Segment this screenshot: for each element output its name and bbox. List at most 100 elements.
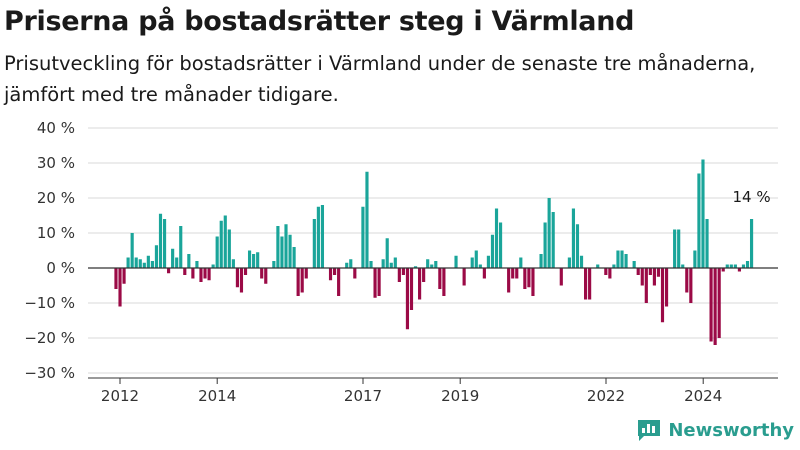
newsworthy-logo-icon bbox=[638, 420, 661, 441]
x-tick-label: 2019 bbox=[441, 387, 479, 405]
bar bbox=[596, 264, 600, 268]
bar bbox=[389, 262, 393, 268]
bar bbox=[316, 206, 320, 268]
bar bbox=[612, 264, 616, 268]
bar bbox=[280, 236, 284, 268]
bar bbox=[118, 268, 122, 307]
bar bbox=[260, 268, 264, 279]
bar bbox=[401, 268, 405, 275]
bar bbox=[369, 261, 373, 268]
y-tick-label: 20 % bbox=[37, 189, 75, 207]
bar bbox=[430, 264, 434, 268]
bar bbox=[575, 224, 580, 268]
bar bbox=[158, 213, 163, 268]
bar bbox=[701, 159, 705, 268]
bar bbox=[381, 259, 385, 268]
bar bbox=[409, 268, 414, 310]
bar bbox=[385, 238, 389, 268]
bar bbox=[624, 254, 628, 268]
y-tick-label: 40 % bbox=[37, 119, 75, 137]
bar bbox=[438, 268, 442, 289]
bar bbox=[150, 261, 154, 268]
bar bbox=[134, 257, 138, 268]
bar bbox=[256, 252, 260, 268]
x-tick-label: 2014 bbox=[198, 387, 236, 405]
bar bbox=[377, 268, 381, 296]
bar bbox=[296, 268, 300, 296]
bar bbox=[191, 268, 195, 279]
bar bbox=[284, 224, 288, 268]
bar bbox=[470, 257, 474, 268]
bar bbox=[640, 268, 644, 286]
bar bbox=[130, 233, 134, 268]
bar bbox=[211, 264, 215, 268]
y-tick-label: −20 % bbox=[24, 329, 75, 347]
bar bbox=[539, 254, 543, 268]
bar bbox=[223, 215, 227, 268]
chart-subtitle: Prisutveckling för bostadsrätter i Värml… bbox=[4, 52, 756, 106]
bar bbox=[584, 268, 588, 300]
bar bbox=[183, 268, 187, 275]
bar bbox=[215, 236, 219, 268]
y-tick-label: −10 % bbox=[24, 294, 75, 312]
y-tick-label: 0 % bbox=[46, 259, 75, 277]
bar bbox=[749, 219, 754, 268]
bar bbox=[656, 268, 661, 277]
bar bbox=[571, 208, 576, 268]
bar bbox=[664, 268, 669, 307]
bar bbox=[717, 268, 721, 338]
bar bbox=[644, 268, 648, 303]
bar bbox=[515, 268, 519, 279]
y-tick-label: −30 % bbox=[24, 364, 75, 382]
bar bbox=[162, 219, 167, 268]
bar bbox=[243, 268, 248, 275]
bar bbox=[721, 268, 725, 272]
bar bbox=[146, 255, 150, 268]
bar bbox=[122, 268, 126, 284]
bar bbox=[511, 268, 515, 279]
bar bbox=[312, 219, 316, 268]
bar bbox=[632, 261, 636, 268]
bar bbox=[551, 212, 555, 268]
bar bbox=[397, 268, 401, 282]
bar bbox=[681, 264, 685, 268]
bar bbox=[462, 268, 466, 286]
bar bbox=[693, 250, 697, 268]
bar bbox=[648, 268, 652, 275]
bar bbox=[442, 268, 446, 296]
bar bbox=[486, 255, 490, 268]
y-tick-label: 30 % bbox=[37, 154, 75, 172]
bar bbox=[179, 226, 183, 268]
bar bbox=[235, 268, 239, 288]
bar bbox=[543, 222, 547, 268]
bar bbox=[405, 268, 410, 330]
bar bbox=[713, 268, 717, 345]
bar bbox=[272, 261, 276, 268]
bar bbox=[527, 268, 531, 288]
bar bbox=[588, 268, 592, 300]
bar bbox=[482, 268, 486, 279]
bar bbox=[689, 268, 693, 303]
bar bbox=[138, 259, 142, 268]
bar bbox=[239, 268, 244, 293]
bar bbox=[328, 268, 333, 281]
bar bbox=[361, 206, 365, 268]
bar bbox=[219, 220, 223, 268]
bar bbox=[733, 264, 737, 268]
bar bbox=[745, 261, 750, 268]
bar bbox=[507, 268, 511, 293]
newsworthy-logo-text: Newsworthy bbox=[668, 419, 794, 441]
bar bbox=[199, 268, 203, 282]
bar bbox=[478, 264, 482, 268]
bar bbox=[345, 262, 349, 268]
bar bbox=[171, 248, 175, 268]
bar bbox=[705, 219, 709, 268]
bar bbox=[620, 250, 624, 268]
bar bbox=[349, 259, 353, 268]
bar bbox=[579, 255, 584, 268]
bar bbox=[474, 250, 478, 268]
bar bbox=[154, 245, 159, 268]
bar bbox=[490, 234, 495, 268]
bar bbox=[729, 264, 733, 268]
